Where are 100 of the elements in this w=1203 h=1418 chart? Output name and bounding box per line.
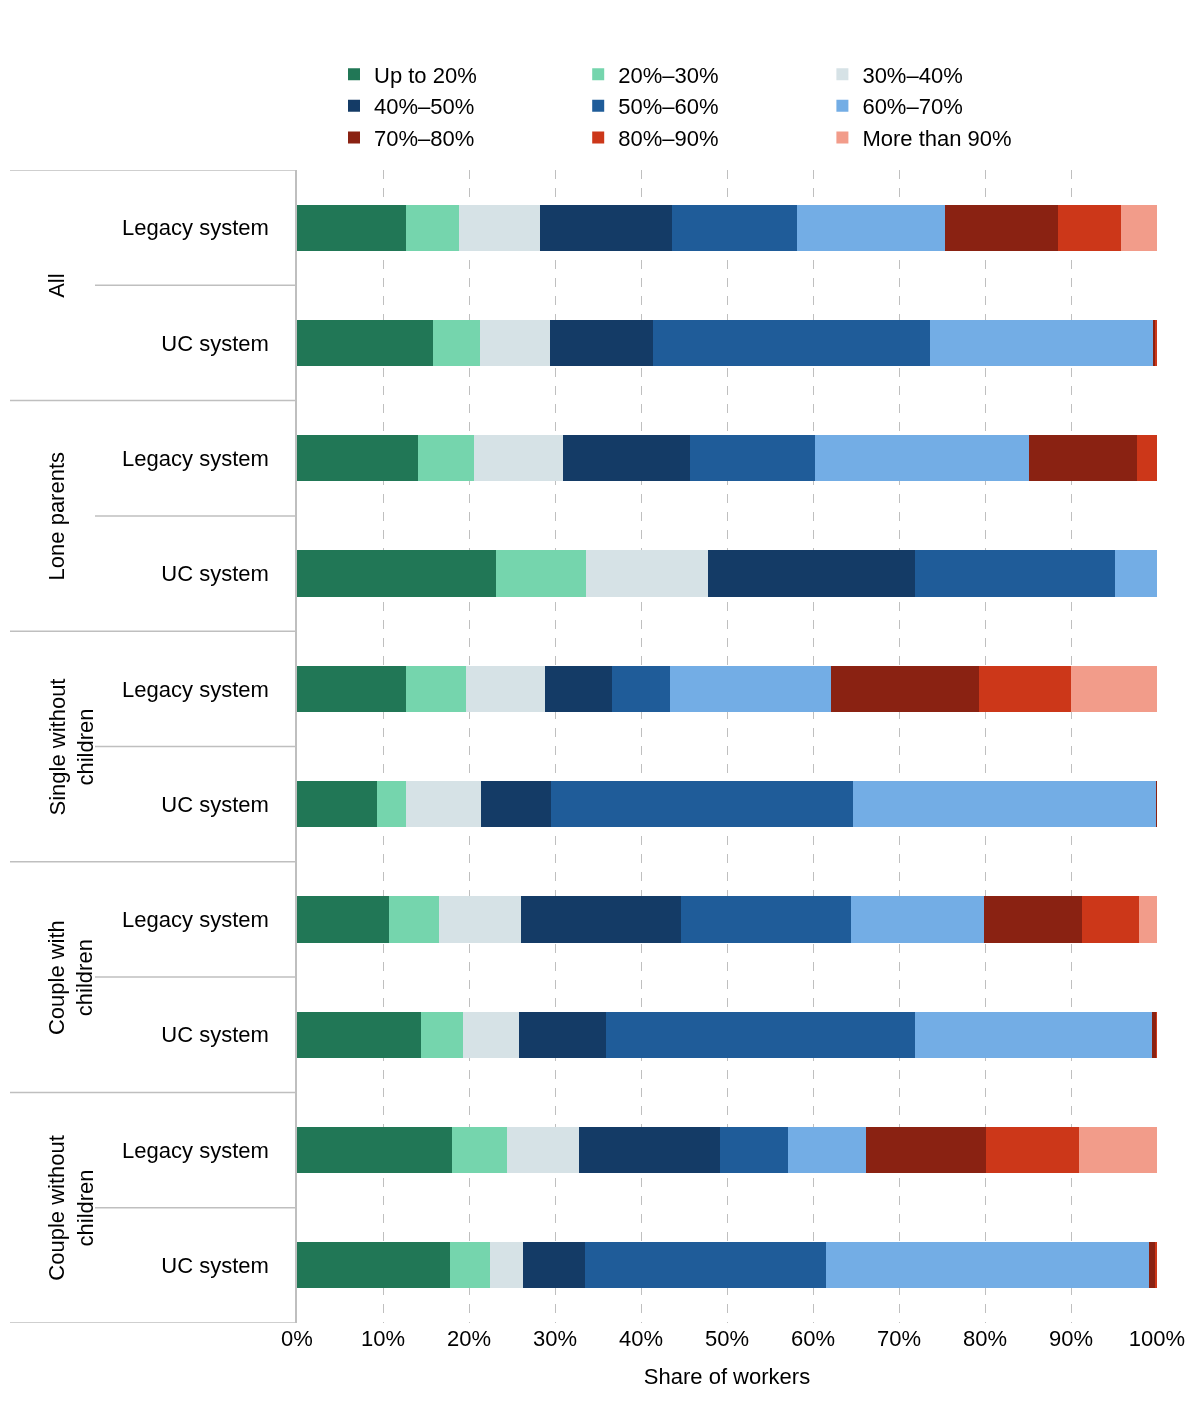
bar — [406, 665, 467, 712]
legend-label: 70%–80% — [374, 126, 475, 152]
x-tick-label: 0% — [281, 1326, 313, 1351]
bar — [978, 665, 1071, 712]
bar — [929, 319, 1153, 367]
bar — [796, 204, 945, 251]
bar — [653, 319, 930, 367]
bar — [1138, 896, 1157, 943]
text: Lone parents — [43, 451, 69, 581]
x-axis-title: Share of workers — [643, 1363, 811, 1389]
x-tick-label: 20% — [446, 1326, 492, 1351]
bar — [450, 1242, 490, 1289]
bar — [850, 896, 985, 943]
bar — [297, 550, 496, 597]
bar — [506, 1126, 580, 1174]
bar — [462, 1011, 519, 1058]
x-tick-label: 80% — [962, 1326, 1008, 1351]
bar — [406, 204, 459, 251]
bar — [562, 435, 691, 482]
bar — [489, 1242, 524, 1289]
bar — [540, 204, 672, 251]
x-tick-label: 50% — [704, 1326, 750, 1351]
legend-label: 60%–70% — [862, 94, 963, 120]
bar — [1151, 1011, 1157, 1058]
legend-label: Up to 20% — [374, 62, 477, 88]
y-tick-label: UC system — [161, 1022, 269, 1048]
text: All — [44, 273, 70, 298]
bar — [297, 435, 419, 482]
bar — [1120, 204, 1157, 251]
bar — [681, 896, 851, 943]
bar — [708, 550, 916, 597]
bar — [297, 319, 433, 367]
y-tick-label: UC system — [161, 561, 269, 587]
bar — [297, 1126, 452, 1174]
y-tick-label: Legacy system — [122, 907, 269, 933]
bar — [438, 896, 521, 943]
bar — [523, 1242, 586, 1289]
legend-label: 30%–40% — [862, 62, 963, 88]
bar — [495, 550, 586, 597]
legend-label: 50%–60% — [618, 94, 719, 120]
bar — [520, 896, 682, 943]
bar — [297, 665, 407, 712]
text: Couple without children — [44, 1135, 98, 1281]
x-tick-label: 40% — [618, 1326, 664, 1351]
bar — [585, 1242, 826, 1289]
bar — [585, 550, 709, 597]
bar — [480, 319, 550, 367]
legend-label: 20%–30% — [618, 62, 719, 88]
x-tick-label: 90% — [1048, 1326, 1094, 1351]
bar — [984, 896, 1083, 943]
bar — [297, 896, 390, 943]
bar — [915, 550, 1115, 597]
bar — [432, 319, 481, 367]
y-tick-label: UC system — [161, 791, 269, 817]
bar — [544, 665, 612, 712]
bar — [788, 1126, 867, 1174]
bar — [831, 665, 979, 712]
bar — [481, 781, 551, 828]
bar — [825, 1242, 1150, 1289]
x-tick-label: 30% — [532, 1326, 578, 1351]
bar — [611, 665, 671, 712]
bar — [549, 319, 654, 367]
bar — [1078, 1126, 1157, 1174]
bar — [1114, 550, 1157, 597]
bar — [420, 1011, 463, 1058]
legend-label: 80%–90% — [618, 126, 719, 152]
bar — [944, 204, 1059, 251]
bar — [1137, 435, 1157, 482]
bar — [605, 1011, 916, 1058]
bar — [474, 435, 563, 482]
x-tick-label: 60% — [790, 1326, 836, 1351]
bar — [1071, 665, 1157, 712]
bar — [671, 204, 797, 251]
bar — [866, 1126, 986, 1174]
bar — [406, 781, 482, 828]
y-tick-label: Legacy system — [122, 1137, 269, 1163]
bar — [466, 665, 545, 712]
y-tick-label: UC system — [161, 1253, 269, 1279]
bar — [458, 204, 541, 251]
bar — [297, 204, 407, 251]
bar — [1028, 435, 1138, 482]
bar — [915, 1011, 1152, 1058]
bar — [376, 781, 407, 828]
y-tick-label: Legacy system — [122, 445, 269, 471]
text: Couple with children — [43, 920, 98, 1036]
legend-label: More than 90% — [862, 126, 1012, 152]
text: Single without children — [44, 678, 99, 816]
y-tick-label: UC system — [161, 330, 269, 356]
bar — [670, 665, 832, 712]
bar — [550, 781, 854, 828]
bar — [389, 896, 439, 943]
x-tick-label: 70% — [876, 1326, 922, 1351]
y-tick-label: Legacy system — [122, 676, 269, 702]
bar — [297, 1242, 451, 1289]
legend-label: 40%–50% — [374, 94, 475, 120]
bar — [1082, 896, 1139, 943]
bar — [451, 1126, 507, 1174]
bar — [720, 1126, 789, 1174]
bar — [1149, 1242, 1156, 1289]
bar — [297, 781, 377, 828]
